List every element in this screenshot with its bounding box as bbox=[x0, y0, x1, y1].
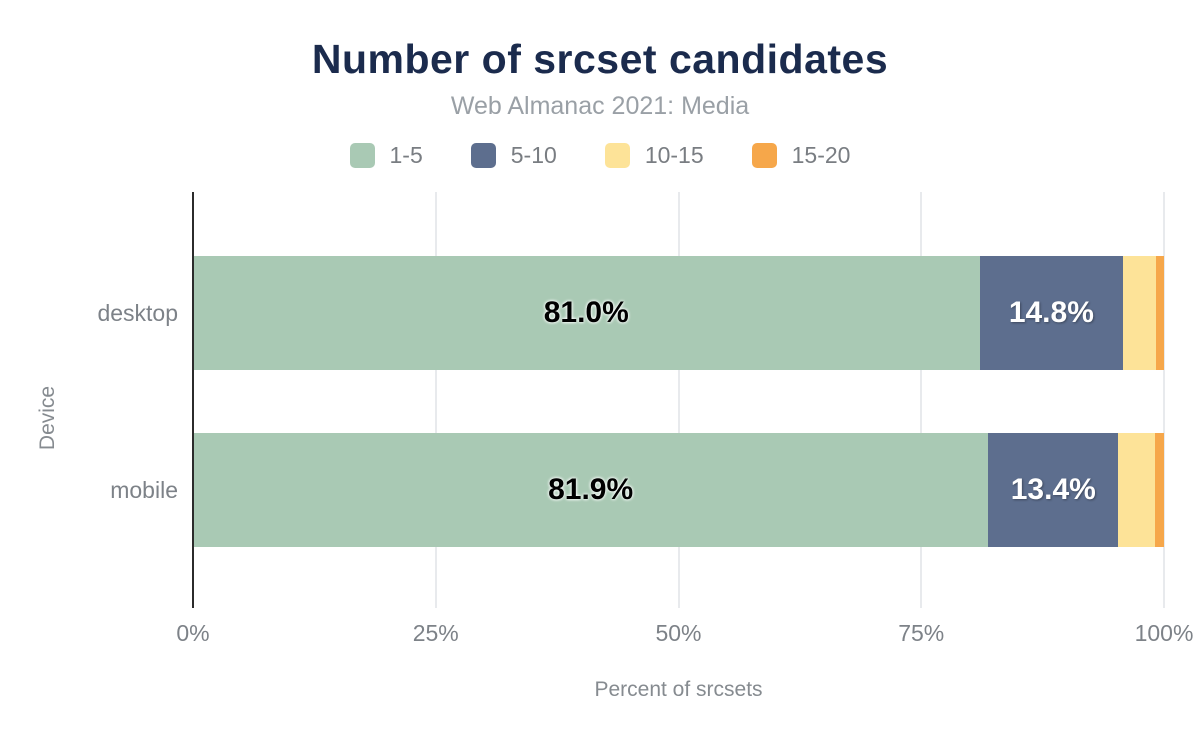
plot-area: 81.0% 14.8% 81.9% 13.4% bbox=[192, 192, 1165, 608]
legend-label-1-5: 1-5 bbox=[389, 142, 423, 168]
bar-segment-desktop-5-10[interactable]: 14.8% bbox=[979, 256, 1124, 370]
legend-swatch-1-5 bbox=[349, 143, 375, 168]
chart-subtitle: Web Almanac 2021: Media bbox=[450, 92, 750, 120]
legend-label-5-10: 5-10 bbox=[510, 142, 557, 168]
y-tick-mobile: mobile bbox=[110, 477, 178, 503]
chart-title: Number of srcset candidates bbox=[311, 36, 889, 82]
legend-item-15-20: 15-20 bbox=[751, 142, 851, 169]
y-axis-title: Device bbox=[36, 385, 59, 451]
legend-swatch-5-10 bbox=[470, 143, 496, 168]
gridline-25% bbox=[434, 192, 437, 608]
y-axis-line bbox=[192, 192, 194, 608]
x-tick-50%: 50% bbox=[655, 620, 702, 646]
legend-swatch-15-20 bbox=[751, 143, 777, 168]
bar-segment-mobile-10-15[interactable] bbox=[1118, 433, 1156, 547]
bar-value-label-mobile-5-10: 13.4% bbox=[1010, 473, 1096, 506]
legend-item-1-5: 1-5 bbox=[349, 142, 423, 169]
legend: 1-5 5-10 10-15 15-20 bbox=[0, 142, 1200, 169]
bar-segment-desktop-1-5[interactable]: 81.0% bbox=[193, 256, 980, 370]
bar-value-label-mobile-1-5: 81.9% bbox=[548, 473, 634, 506]
legend-label-15-20: 15-20 bbox=[791, 142, 851, 168]
x-tick-0%: 0% bbox=[176, 620, 210, 646]
bar-value-label-desktop-5-10: 14.8% bbox=[1008, 296, 1094, 329]
x-tick-25%: 25% bbox=[412, 620, 459, 646]
legend-item-10-15: 10-15 bbox=[604, 142, 704, 169]
bar-segment-mobile-1-5[interactable]: 81.9% bbox=[193, 433, 989, 547]
gridline-100% bbox=[1163, 192, 1165, 608]
gridline-75% bbox=[920, 192, 923, 608]
bar-mobile: 81.9% 13.4% bbox=[193, 433, 1164, 547]
x-tick-100%: 100% bbox=[1134, 620, 1194, 646]
bar-value-label-desktop-1-5: 81.0% bbox=[543, 296, 629, 329]
gridline-50% bbox=[677, 192, 680, 608]
legend-swatch-10-15 bbox=[604, 143, 630, 168]
bar-segment-mobile-5-10[interactable]: 13.4% bbox=[988, 433, 1119, 547]
bar-desktop: 81.0% 14.8% bbox=[193, 256, 1164, 370]
legend-label-10-15: 10-15 bbox=[644, 142, 704, 168]
legend-item-5-10: 5-10 bbox=[470, 142, 557, 169]
bar-segment-desktop-15-20[interactable] bbox=[1156, 256, 1164, 370]
bar-segment-desktop-10-15[interactable] bbox=[1123, 256, 1157, 370]
y-tick-desktop: desktop bbox=[97, 300, 178, 326]
x-axis-title: Percent of srcsets bbox=[594, 678, 763, 701]
bar-segment-mobile-15-20[interactable] bbox=[1155, 433, 1164, 547]
x-tick-75%: 75% bbox=[898, 620, 945, 646]
